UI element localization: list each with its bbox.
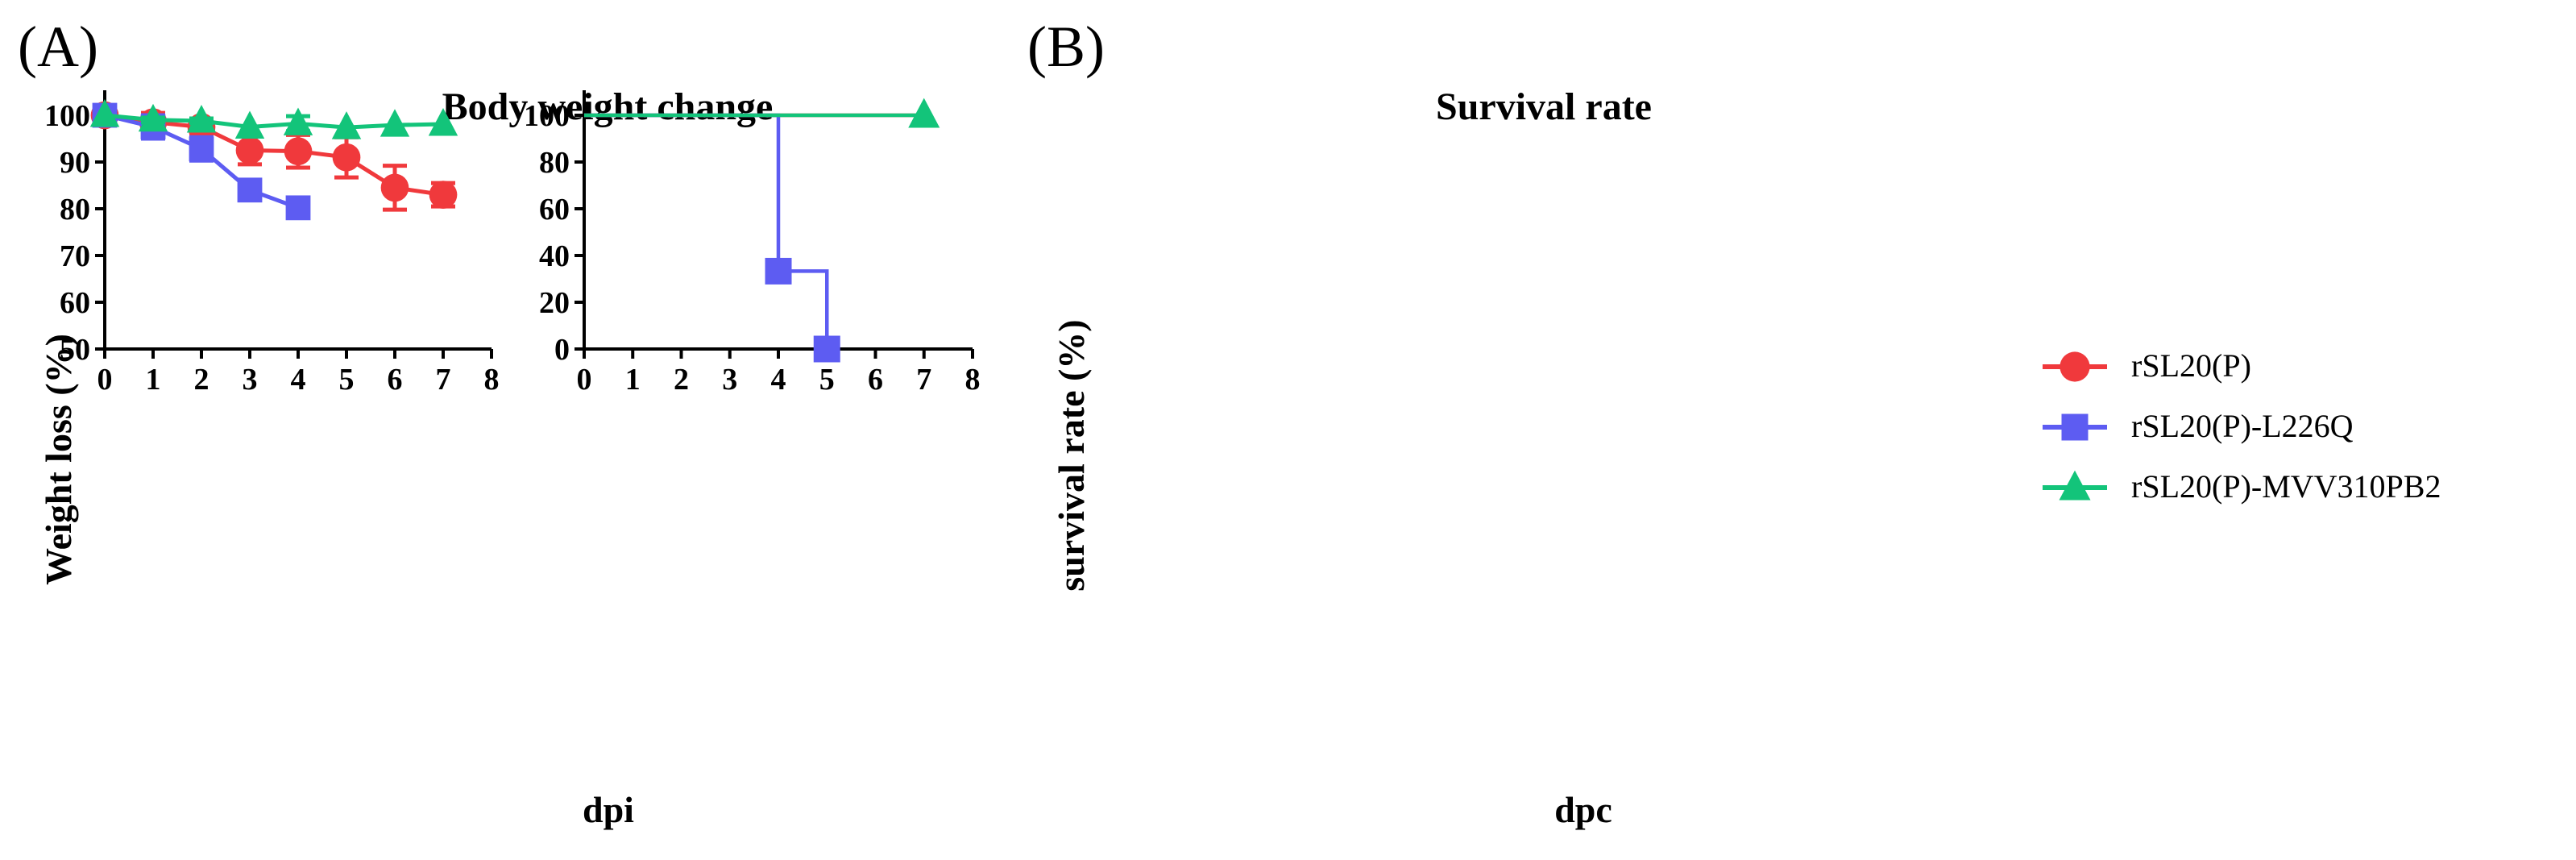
data-point	[283, 107, 313, 135]
legend-entry-mvv310pb2: rSL20(P)-MVV310PB2	[2043, 468, 2441, 505]
x-tick-label: 2	[194, 363, 209, 397]
chart-body-weight: Body weight change dpi Weight loss (%) 5…	[38, 85, 773, 830]
y-tick-label: 50	[60, 333, 90, 367]
data-point	[284, 137, 313, 166]
chart-b-ylabel: survival rate (%)	[1051, 319, 1092, 591]
y-tick-label: 90	[60, 146, 90, 180]
y-tick-label: 40	[539, 239, 570, 273]
x-tick-label: 8	[965, 363, 981, 397]
x-tick-label: 1	[146, 363, 161, 397]
legend-label-l226q: rSL20(P)-L226Q	[2131, 408, 2354, 444]
chart-a-series	[89, 99, 458, 221]
data-point	[380, 173, 409, 202]
x-tick-label: 7	[436, 363, 451, 397]
chart-survival-rate: Survival rate dpc survival rate (%) 0204…	[524, 85, 1652, 830]
x-tick-label: 7	[916, 363, 931, 397]
x-tick-label: 6	[868, 363, 883, 397]
x-tick-label: 4	[291, 363, 306, 397]
x-tick-label: 5	[819, 363, 835, 397]
x-tick-label: 2	[674, 363, 689, 397]
data-point	[429, 181, 458, 209]
x-tick-label: 0	[97, 363, 113, 397]
chart-b-xlabel: dpc	[1554, 789, 1612, 830]
data-point	[285, 195, 311, 221]
y-tick-label: 70	[60, 239, 90, 273]
y-tick-label: 60	[539, 193, 570, 226]
chart-b-title: Survival rate	[1436, 85, 1652, 128]
y-tick-label: 60	[60, 286, 90, 320]
y-tick-label: 80	[60, 193, 90, 226]
chart-a-title: Body weight change	[442, 85, 774, 128]
y-tick-label: 0	[554, 333, 570, 367]
x-tick-label: 5	[339, 363, 355, 397]
data-point	[189, 136, 214, 162]
legend: rSL20(P) rSL20(P)-L226Q rSL20(P)-MVV310P…	[2043, 347, 2441, 505]
legend-marker	[2061, 413, 2089, 441]
x-tick-label: 3	[243, 363, 258, 397]
legend-marker	[2059, 470, 2091, 501]
legend-swatch-mvv310pb2	[2043, 470, 2107, 501]
x-tick-label: 3	[722, 363, 737, 397]
panel-label-a: (A)	[18, 15, 98, 79]
data-point	[234, 110, 265, 139]
series-line	[584, 113, 829, 349]
data-point	[428, 108, 458, 136]
data-point	[186, 104, 217, 133]
legend-entry-l226q: rSL20(P)-L226Q	[2043, 408, 2354, 444]
x-tick-label: 4	[771, 363, 786, 397]
data-point	[235, 136, 264, 164]
legend-marker	[2060, 351, 2090, 382]
data-point	[332, 143, 361, 172]
legend-entry-rsl20p: rSL20(P)	[2043, 347, 2251, 384]
x-tick-label: 1	[625, 363, 641, 397]
y-tick-label: 20	[539, 286, 570, 320]
y-tick-label: 80	[539, 146, 570, 180]
data-point	[765, 257, 792, 285]
data-point	[813, 335, 840, 363]
chart-b-series	[584, 98, 940, 363]
series-rsl20-p-mvv310pb2	[584, 98, 940, 128]
data-point	[237, 177, 263, 203]
legend-swatch-rsl20p	[2043, 351, 2107, 382]
legend-swatch-l226q	[2043, 413, 2107, 441]
chart-a-ylabel: Weight loss (%)	[38, 334, 79, 585]
y-tick-label: 100	[524, 99, 570, 133]
x-tick-label: 6	[388, 363, 403, 397]
data-point	[380, 109, 410, 137]
series-rsl20-p-mvv310pb2	[89, 99, 458, 139]
x-tick-label: 8	[484, 363, 500, 397]
y-tick-label: 100	[44, 99, 90, 133]
data-point	[908, 98, 940, 128]
legend-label-mvv310pb2: rSL20(P)-MVV310PB2	[2131, 468, 2441, 505]
data-point	[89, 99, 120, 127]
legend-label-rsl20p: rSL20(P)	[2131, 347, 2251, 384]
panel-label-b: (B)	[1027, 15, 1105, 79]
chart-a-axes: 50 60 70 80 90 100 0 1 2 3 4 5 6 7 8	[44, 90, 500, 397]
x-tick-label: 0	[577, 363, 592, 397]
data-point	[331, 111, 362, 139]
series-rsl20-p-l226q	[584, 113, 840, 363]
data-point	[138, 103, 168, 132]
chart-a-xlabel: dpi	[583, 789, 634, 830]
